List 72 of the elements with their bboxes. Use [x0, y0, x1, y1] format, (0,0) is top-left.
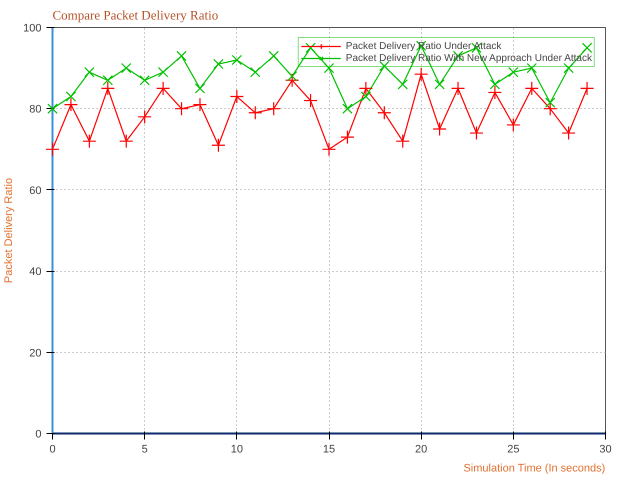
x-tick-label: 30: [599, 444, 612, 456]
y-tick-label: 80: [29, 104, 42, 116]
point: [543, 102, 558, 116]
point: [524, 81, 539, 96]
x-tick-label: 20: [415, 444, 428, 456]
y-tick-label: 40: [29, 266, 42, 278]
point: [266, 102, 281, 116]
point: [434, 79, 445, 90]
point: [582, 42, 592, 53]
point: [469, 126, 484, 140]
x-tick-label: 10: [230, 444, 243, 456]
point: [286, 71, 298, 82]
point: [119, 134, 134, 148]
point: [414, 67, 428, 82]
point: [322, 142, 336, 156]
point: [138, 110, 152, 124]
point: [121, 62, 132, 74]
point: [340, 130, 355, 144]
point: [562, 126, 576, 140]
point: [82, 134, 96, 148]
y-tick-label: 60: [29, 184, 42, 197]
y-axis-title: Packet Delivery Ratio: [3, 178, 16, 284]
point: [303, 93, 318, 108]
point: [176, 50, 187, 62]
point: [139, 75, 150, 86]
point: [211, 138, 226, 152]
x-tick-label: 25: [507, 444, 520, 456]
point: [45, 142, 60, 156]
y-tick-label: 20: [29, 347, 42, 360]
point: [342, 104, 353, 114]
x-axis-title: Simulation Time (In seconds): [463, 462, 606, 474]
point: [100, 81, 115, 96]
point: [432, 122, 447, 136]
point: [360, 91, 372, 102]
point: [450, 81, 466, 96]
y-tick-label: 0: [35, 428, 42, 440]
point: [213, 58, 224, 70]
point: [580, 81, 594, 96]
point: [285, 73, 300, 88]
point: [305, 42, 316, 53]
point: [84, 66, 95, 78]
x-tick-label: 15: [322, 444, 336, 456]
point: [156, 81, 170, 96]
point: [230, 89, 244, 104]
point: [248, 106, 262, 120]
point: [508, 66, 519, 78]
y-tick-label: 100: [23, 22, 42, 34]
point: [490, 79, 500, 90]
point: [66, 91, 76, 102]
point: [47, 104, 58, 114]
point: [174, 102, 189, 116]
x-tick-label: 0: [49, 444, 56, 456]
point: [377, 106, 392, 120]
point: [102, 75, 113, 86]
point: [250, 66, 260, 78]
point: [324, 62, 334, 74]
chart-title: Compare Packet Delivery Ratio: [52, 8, 218, 22]
point: [396, 134, 410, 148]
point: [526, 62, 537, 74]
point: [64, 98, 78, 112]
point: [194, 83, 206, 94]
point: [232, 54, 242, 66]
point: [268, 50, 279, 62]
point: [488, 85, 502, 100]
point: [192, 98, 208, 112]
point: [358, 81, 373, 96]
point: [506, 118, 520, 132]
x-tick-label: 5: [142, 444, 148, 456]
point: [563, 62, 574, 74]
point: [158, 66, 168, 78]
point: [398, 79, 408, 90]
point: [545, 97, 556, 108]
